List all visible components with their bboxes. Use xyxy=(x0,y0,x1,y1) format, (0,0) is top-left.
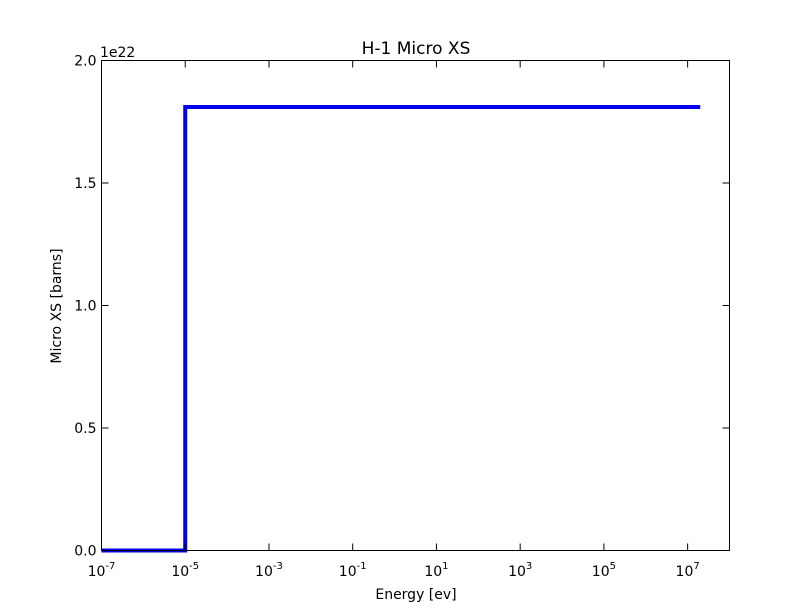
plot-frame xyxy=(101,60,730,551)
x-axis-label: Energy [ev] xyxy=(375,587,456,603)
y-tick-label: 2.0 xyxy=(74,54,96,70)
y-tick-label: 1.5 xyxy=(74,176,96,192)
x-tick-label: 103 xyxy=(508,561,532,580)
series-layer xyxy=(101,105,701,553)
y-tick-label: 0.0 xyxy=(74,544,96,560)
x-tick-label: 105 xyxy=(592,561,616,580)
x-tick-label: 10-3 xyxy=(255,561,283,580)
x-tick-label: 101 xyxy=(424,561,448,580)
chart-title: H-1 Micro XS xyxy=(362,39,471,59)
y-tick-label: 1.0 xyxy=(74,299,96,315)
x-tick-label: 107 xyxy=(676,561,700,580)
series-line-0 xyxy=(101,105,701,553)
y-axis-label: Micro XS [barns] xyxy=(49,248,65,363)
x-tick-label: 10-5 xyxy=(171,561,199,580)
y-tick-label: 0.5 xyxy=(74,421,96,437)
x-tick-label: 10-7 xyxy=(88,561,116,580)
ticks-layer: 10-7 10-5 10-3 10-1 101 103 105 107 0.0 0.5 1.0 1.5… xyxy=(74,54,730,580)
y-offset-label: 1e22 xyxy=(100,45,135,61)
x-tick-label: 10-1 xyxy=(339,561,367,580)
